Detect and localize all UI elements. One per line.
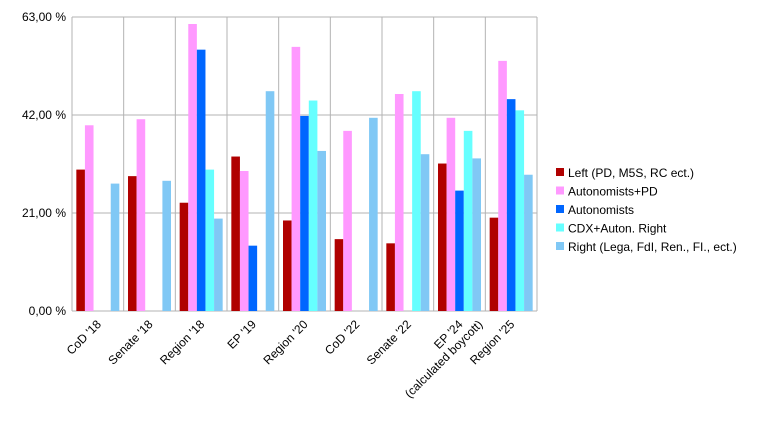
bar <box>420 154 430 311</box>
bar <box>283 220 292 311</box>
y-tick-label: 63,00 % <box>22 10 66 24</box>
bar <box>214 218 223 311</box>
bar <box>136 119 146 311</box>
bar <box>188 24 197 311</box>
bar <box>239 171 249 311</box>
legend-swatch <box>556 186 564 195</box>
bar <box>196 49 206 312</box>
bar <box>455 190 464 311</box>
bar <box>300 115 309 311</box>
legend-label: Autonomists <box>568 203 634 217</box>
x-tick-label: Senate '22 <box>364 317 414 367</box>
bar <box>162 180 171 311</box>
bar <box>394 94 404 311</box>
x-tick-label: EP '19 <box>224 317 259 352</box>
bar <box>128 176 137 311</box>
bar <box>438 163 447 311</box>
y-tick-label: 21,00 % <box>22 206 66 220</box>
bar <box>489 217 499 311</box>
x-tick-label: Region '20 <box>260 317 310 367</box>
bar <box>76 169 85 311</box>
bar <box>472 158 481 311</box>
bar <box>179 202 189 311</box>
bar <box>110 183 120 311</box>
x-tick-label-line: Region '20 <box>260 317 310 367</box>
x-tick-label-line: Region '18 <box>157 317 207 367</box>
legend-label: Right (Lega, FdI, Ren., FI., ect.) <box>568 240 737 254</box>
bar <box>291 46 301 311</box>
bar <box>524 174 533 311</box>
bar <box>498 60 507 311</box>
bar <box>231 156 240 311</box>
x-tick-label-line: Senate '18 <box>105 317 155 367</box>
y-tick-label: 42,00 % <box>22 108 66 122</box>
bar <box>84 125 94 312</box>
bar <box>386 243 395 311</box>
legend-label: Left (PD, M5S, RC ect.) <box>568 166 694 180</box>
x-tick-label-line: EP '19 <box>224 317 259 352</box>
bar <box>205 169 215 311</box>
bar <box>308 100 318 312</box>
bar <box>334 239 344 311</box>
bar <box>446 117 456 311</box>
legend-label: CDX+Auton. Right <box>568 222 667 236</box>
x-tick-label: Senate '18 <box>105 317 155 367</box>
bar <box>248 245 258 311</box>
legend-swatch <box>556 223 564 232</box>
bar <box>412 91 421 311</box>
legend-swatch <box>556 242 564 250</box>
x-tick-label: CoD '18 <box>64 317 105 358</box>
bar <box>369 117 378 311</box>
legend-swatch <box>556 168 564 176</box>
bar <box>317 150 326 311</box>
x-tick-label: CoD '22 <box>322 317 363 358</box>
bar <box>343 130 352 311</box>
y-tick-label: 0,00 % <box>29 304 67 318</box>
x-tick-label-line: CoD '22 <box>322 317 363 358</box>
x-tick-label: Region '18 <box>157 317 207 367</box>
x-tick-label-line: CoD '18 <box>64 317 105 358</box>
bar <box>265 91 275 311</box>
legend-swatch <box>556 205 564 213</box>
x-tick-label-line: Senate '22 <box>364 317 414 367</box>
bar <box>515 110 525 311</box>
bar <box>463 130 473 311</box>
legend-label: Autonomists+PD <box>568 185 658 199</box>
bar <box>506 99 516 311</box>
